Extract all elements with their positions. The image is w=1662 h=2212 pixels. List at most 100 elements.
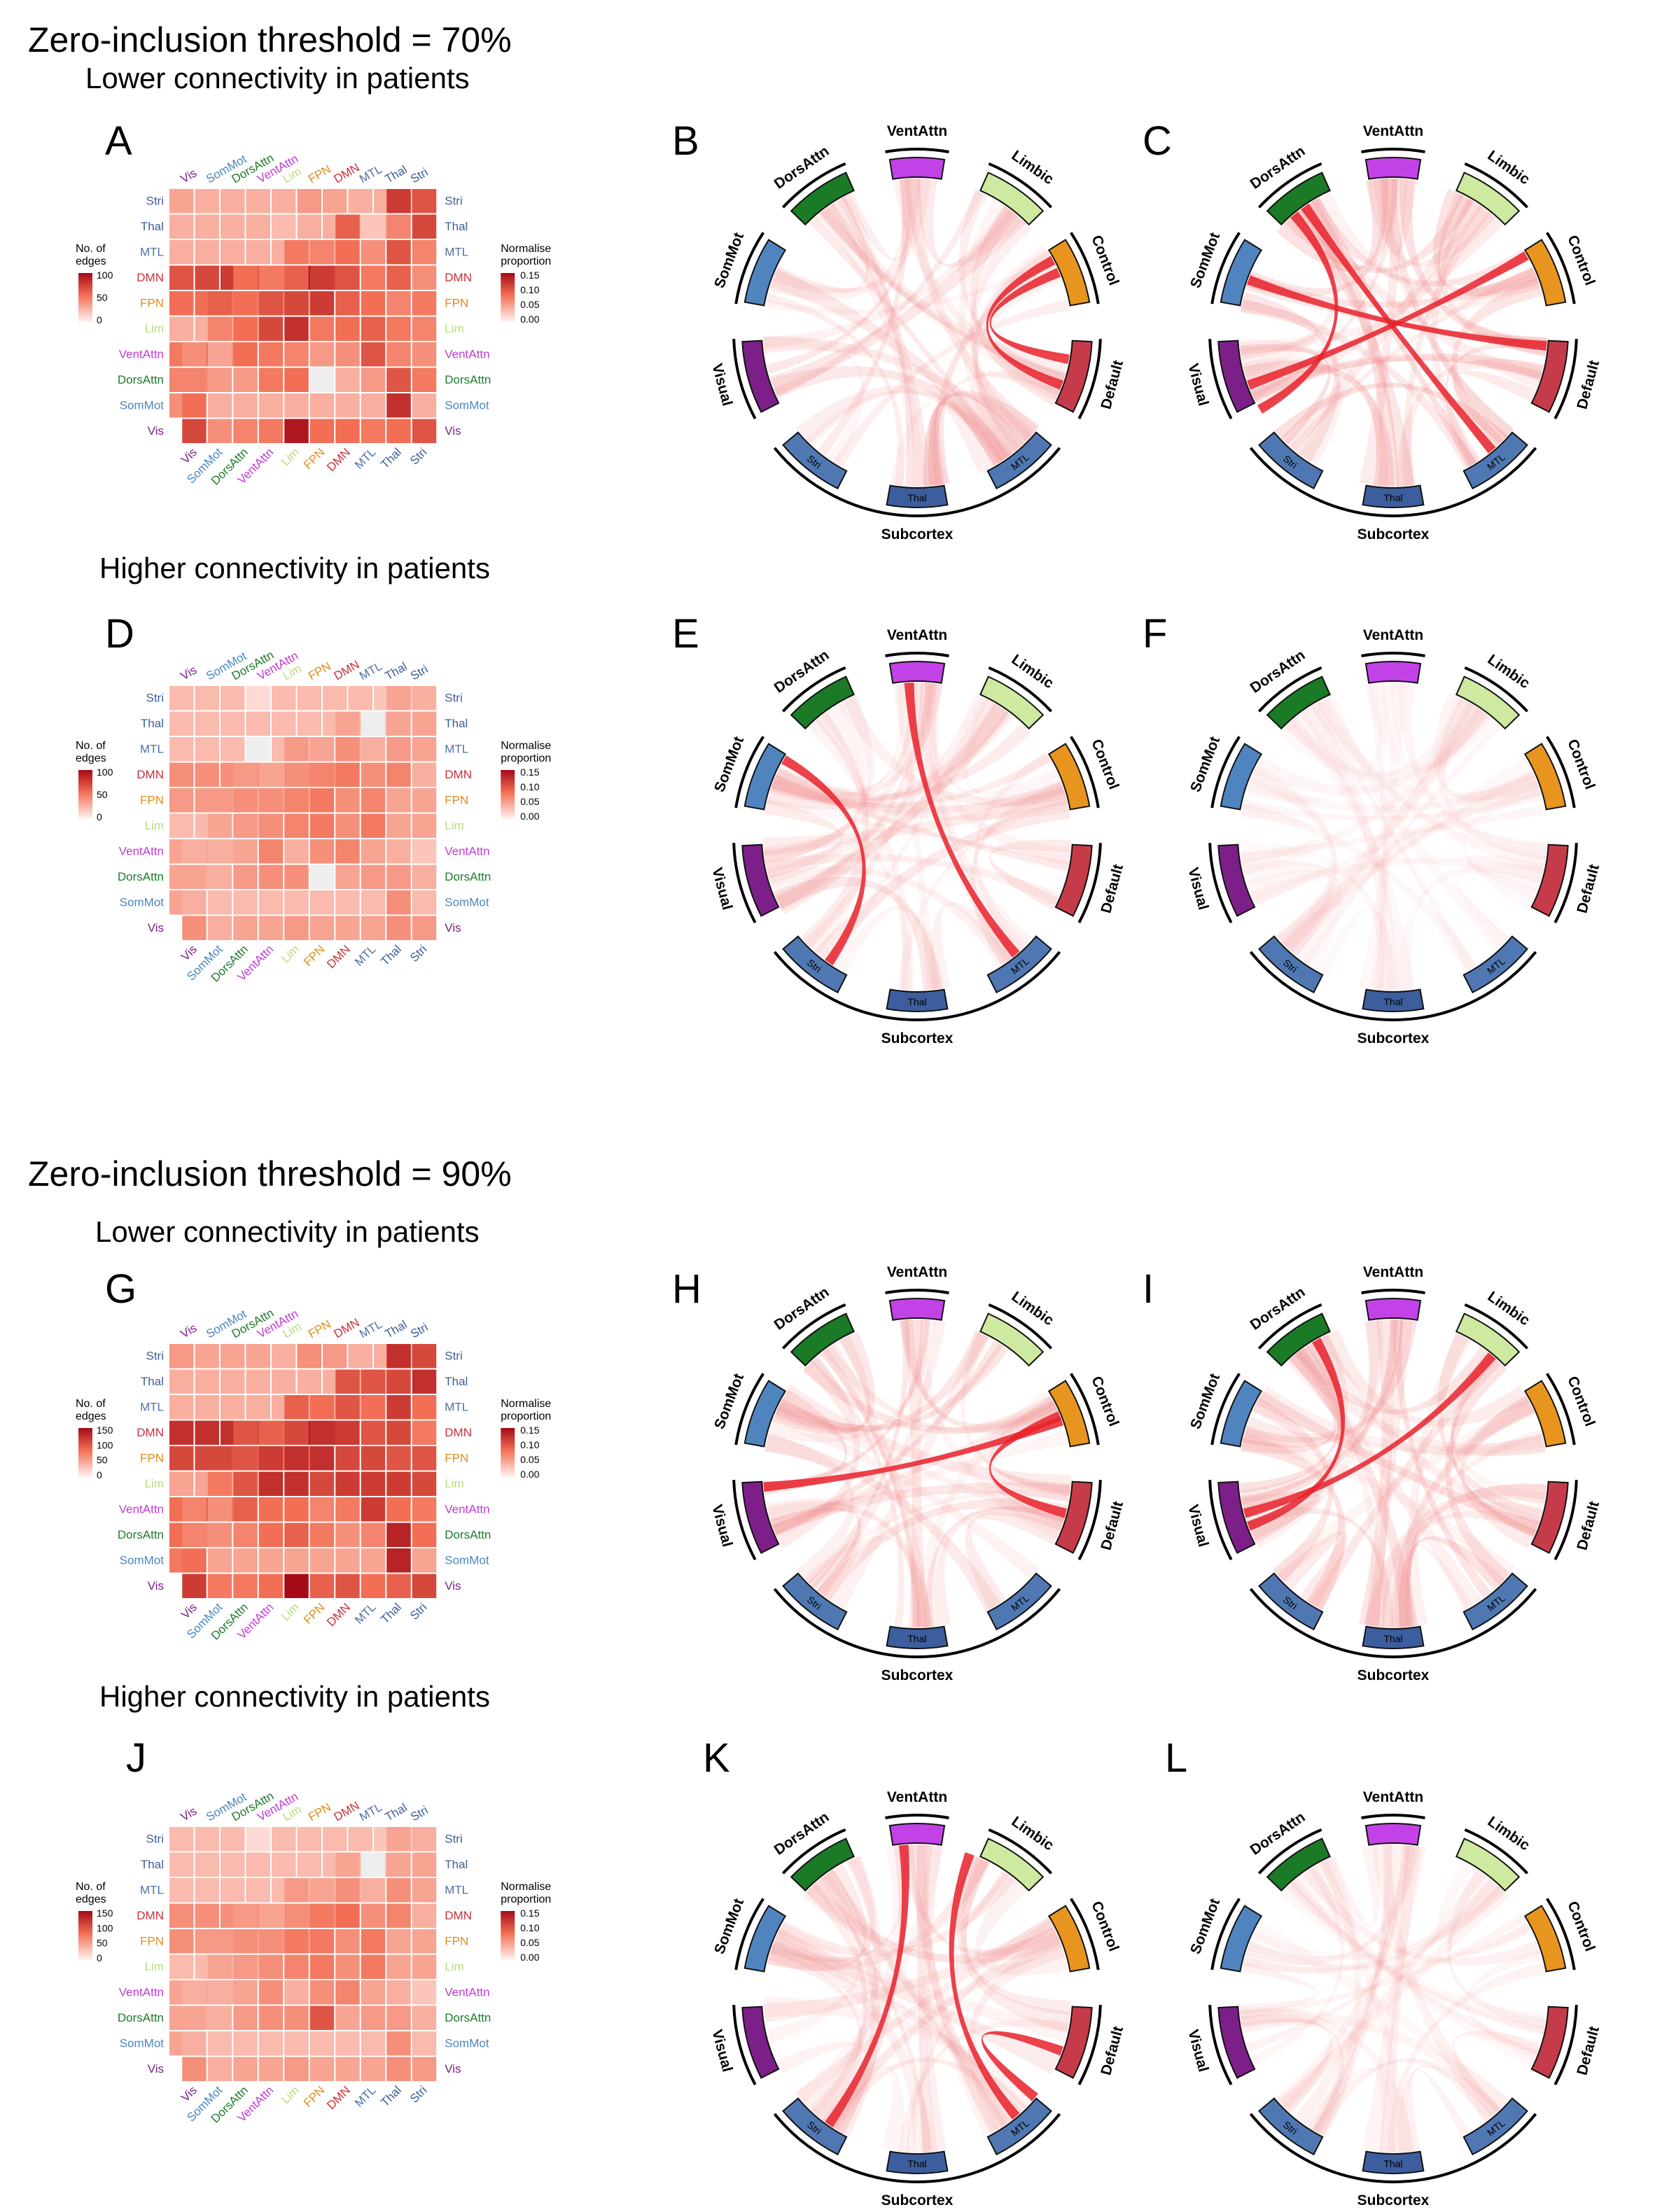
heatmap-cell <box>284 316 309 341</box>
row-label-left: SomMot <box>120 399 165 412</box>
chord-group-line <box>1464 1303 1529 1350</box>
heatmap-cell <box>169 711 194 736</box>
heatmap-cell <box>258 1929 284 1954</box>
chord-ribbon-strong <box>825 1844 909 2128</box>
chord-outer-label: Limbic <box>1485 652 1533 692</box>
proportion-legend-tick: 0.05 <box>520 1454 539 1465</box>
heatmap-cell <box>272 1852 296 1877</box>
heatmap-cell <box>412 737 437 762</box>
chord-ribbon <box>1291 1859 1353 1935</box>
chord-ribbon <box>1248 764 1337 957</box>
chord-segment <box>979 1837 1045 1892</box>
panel-label-i: I <box>1143 1266 1154 1312</box>
chord-outer-label: Limbic <box>1009 652 1057 692</box>
heatmap-cell <box>233 788 258 813</box>
heatmap-cell <box>207 1954 232 1979</box>
chord-ribbon <box>811 1320 947 1593</box>
chord-ribbon <box>1242 357 1343 466</box>
heatmap-cell <box>309 1929 335 1954</box>
heatmap-cell <box>412 1497 437 1522</box>
chord-group-line <box>1070 1373 1100 1446</box>
chord-outer-label: Limbic <box>1009 148 1057 188</box>
chord-segment <box>1364 661 1422 684</box>
heatmap-cell <box>233 1497 258 1522</box>
chord-segment <box>1220 239 1263 307</box>
edges-legend-tick: 150 <box>97 1424 113 1436</box>
chord-ribbon <box>818 1869 1020 2125</box>
chord-ribbon <box>1448 1875 1532 1956</box>
chord-group-line <box>1249 951 1537 1021</box>
chord-outer-label: VentAttn <box>887 1264 947 1280</box>
heatmap-cell <box>221 214 245 239</box>
heatmap-cell <box>412 240 437 265</box>
heatmap-cell <box>412 2057 437 2081</box>
chord-ribbon <box>893 682 940 990</box>
chord-ribbon <box>974 751 1052 951</box>
heatmap-cell <box>309 1954 335 1979</box>
heatmap-cell <box>221 189 245 214</box>
chord-ribbon <box>763 785 1068 856</box>
heatmap-cell <box>284 240 309 265</box>
chord-ribbon <box>989 839 1071 910</box>
chord-group-line <box>1210 1373 1241 1446</box>
chord-outer-label: Subcortex <box>881 526 954 542</box>
chord-ribbon <box>1377 1509 1540 1628</box>
chord-group-line <box>773 951 1061 1021</box>
heatmap-cell <box>386 788 411 813</box>
heatmap-cell <box>309 839 335 864</box>
edges-legend-title: edges <box>76 1410 106 1422</box>
row-label-right: DorsAttn <box>445 373 491 386</box>
chord-group-line <box>1210 232 1241 304</box>
proportion-legend-tick: 0.05 <box>520 299 539 310</box>
chord-ribbon <box>1242 1320 1418 1448</box>
chord-segment <box>979 1312 1045 1367</box>
proportion-legend-title: Normalise <box>501 740 551 752</box>
chord-segment <box>743 1380 787 1448</box>
heatmap-cell <box>207 2057 232 2081</box>
chord-segment-label: Thal <box>907 2158 926 2169</box>
col-label-bottom: MTL <box>352 942 378 968</box>
col-label-bottom: Stri <box>407 2083 429 2105</box>
heatmap-cell <box>412 189 437 214</box>
row-label-right: DorsAttn <box>445 870 491 883</box>
col-label-bottom: MTL <box>352 2083 378 2109</box>
chord-ribbon <box>1450 1354 1537 1538</box>
chord-ribbon <box>770 1856 876 1963</box>
col-label-top: DMN <box>332 1799 362 1824</box>
heatmap-cell <box>309 762 335 787</box>
heatmap-cell <box>182 1497 207 1522</box>
heatmap-cell <box>258 864 284 889</box>
chord-segment-label: Thal <box>907 1633 926 1644</box>
heatmap-cell <box>412 265 437 290</box>
heatmap-cell <box>195 265 219 290</box>
heatmap-cell <box>195 737 219 762</box>
chord-group-line <box>1464 162 1529 209</box>
heatmap-cell <box>309 864 335 889</box>
col-label-top: Thal <box>383 659 410 682</box>
chord-ribbon <box>1252 1921 1509 2113</box>
chord-ribbon <box>808 1320 910 1589</box>
chord-ribbon <box>970 205 1061 406</box>
col-label-top: MTL <box>357 162 384 186</box>
chord-outer-label: Default <box>1574 1499 1602 1552</box>
chord-ribbon <box>1379 1844 1423 2152</box>
heatmap-cell <box>169 737 194 762</box>
heatmap-cell <box>335 214 360 239</box>
chord-group-line <box>732 843 757 923</box>
row-label-left: MTL <box>140 1884 164 1897</box>
row-label-right: Thal <box>445 1858 468 1871</box>
heatmap-cell <box>246 1344 270 1368</box>
chord-group-line <box>885 1814 949 1819</box>
chord-ribbon <box>773 876 943 990</box>
chord-group-line <box>1464 1828 1529 1875</box>
chord-group-line <box>1077 339 1102 419</box>
chord-segment <box>790 1837 856 1892</box>
chord-ribbon <box>1367 683 1388 990</box>
chord-ribbon-strong <box>763 1416 1063 1492</box>
heatmap-cell <box>386 1574 411 1598</box>
chord-segment <box>1462 431 1528 490</box>
heatmap-cell <box>221 686 245 710</box>
heatmap-g: StriThalMTLDMNFPNLimVentAttnDorsAttnSomM… <box>76 1306 551 1643</box>
heatmap-cell <box>246 214 270 239</box>
heatmap-cell <box>182 1522 207 1547</box>
